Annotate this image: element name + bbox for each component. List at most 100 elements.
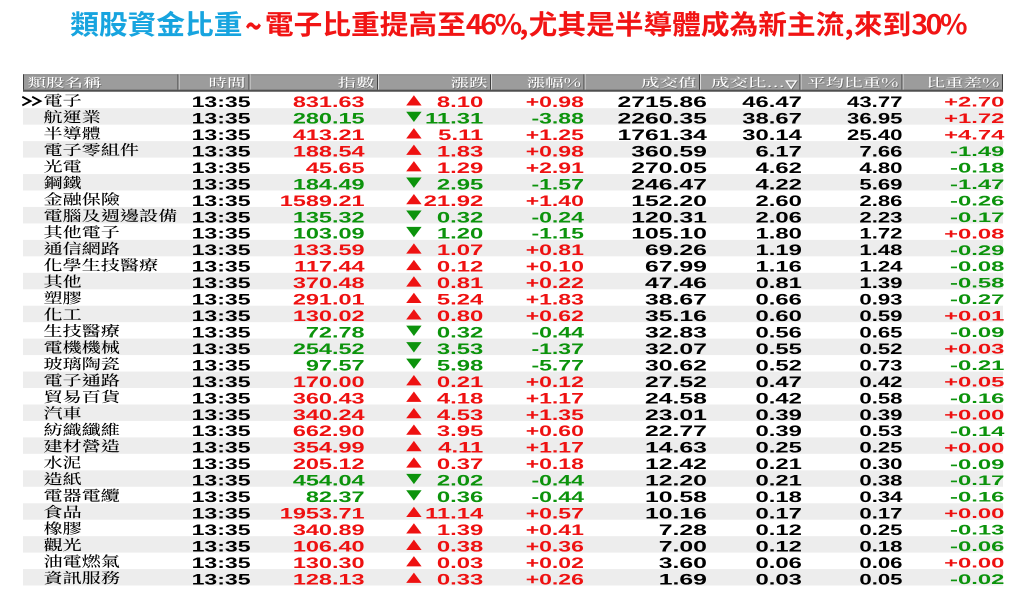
- svg-text:+0.18: +0.18: [526, 456, 584, 473]
- svg-text:35.16: 35.16: [645, 308, 707, 325]
- svg-text:3.60: 3.60: [659, 555, 707, 572]
- svg-text:12.42: 12.42: [645, 456, 707, 473]
- svg-text:-0.44: -0.44: [531, 324, 584, 341]
- svg-text:1.83: 1.83: [437, 143, 483, 160]
- svg-text:+0.00: +0.00: [944, 555, 1005, 571]
- svg-text:0.81: 0.81: [756, 275, 803, 292]
- svg-text:1.16: 1.16: [756, 259, 802, 276]
- svg-text:4.53: 4.53: [437, 407, 483, 424]
- svg-text:0.38: 0.38: [437, 538, 483, 555]
- svg-text:454.04: 454.04: [293, 473, 366, 490]
- svg-text:-0.13: -0.13: [950, 522, 1005, 538]
- svg-text:-0.02: -0.02: [950, 571, 1005, 587]
- svg-text:+1.17: +1.17: [526, 440, 584, 457]
- svg-text:0.60: 0.60: [756, 308, 802, 325]
- svg-text:0.25: 0.25: [756, 440, 803, 457]
- svg-text:13:35: 13:35: [192, 423, 252, 440]
- svg-text:10.58: 10.58: [645, 489, 707, 506]
- svg-text:13:35: 13:35: [192, 440, 252, 457]
- svg-text:+0.62: +0.62: [526, 308, 584, 325]
- svg-text:+0.10: +0.10: [526, 259, 584, 276]
- svg-text:+0.01: +0.01: [944, 308, 1005, 324]
- svg-text:0.17: 0.17: [756, 506, 802, 523]
- svg-text:0.65: 0.65: [859, 324, 903, 341]
- svg-text:4.18: 4.18: [437, 390, 483, 407]
- svg-text:-0.16: -0.16: [950, 489, 1005, 505]
- svg-text:3.53: 3.53: [437, 341, 483, 358]
- svg-text:2260.35: 2260.35: [617, 111, 707, 128]
- svg-text:106.40: 106.40: [293, 538, 365, 555]
- svg-text:+0.03: +0.03: [944, 341, 1005, 357]
- svg-text:+1.35: +1.35: [526, 407, 585, 424]
- svg-text:2.23: 2.23: [859, 209, 902, 226]
- svg-text:340.24: 340.24: [293, 407, 366, 424]
- svg-text:13:35: 13:35: [192, 94, 252, 111]
- svg-text:82.37: 82.37: [306, 489, 365, 506]
- svg-text:0.47: 0.47: [756, 374, 802, 391]
- svg-text:+0.57: +0.57: [526, 506, 584, 523]
- svg-text:-1.47: -1.47: [950, 176, 1005, 192]
- svg-text:340.89: 340.89: [293, 522, 365, 539]
- svg-text:1953.71: 1953.71: [280, 506, 366, 523]
- svg-text:10.16: 10.16: [645, 506, 707, 523]
- svg-text:+0.05: +0.05: [944, 373, 1005, 389]
- svg-text:0.21: 0.21: [756, 456, 803, 473]
- svg-text:13:35: 13:35: [192, 259, 252, 276]
- svg-text:133.59: 133.59: [293, 242, 365, 259]
- svg-text:+2.91: +2.91: [526, 160, 585, 177]
- svg-text:4.22: 4.22: [756, 176, 802, 193]
- svg-text:22.77: 22.77: [645, 423, 707, 440]
- svg-text:13:35: 13:35: [192, 390, 252, 407]
- svg-text:-0.18: -0.18: [950, 159, 1005, 175]
- svg-text:-0.44: -0.44: [531, 473, 584, 490]
- svg-text:2.95: 2.95: [437, 176, 484, 193]
- svg-text:11.14: 11.14: [425, 506, 484, 523]
- svg-text:67.99: 67.99: [645, 259, 707, 276]
- svg-text:0.06: 0.06: [859, 555, 902, 572]
- svg-text:0.52: 0.52: [756, 357, 802, 374]
- svg-text:270.05: 270.05: [631, 160, 708, 177]
- svg-text:662.90: 662.90: [293, 423, 365, 440]
- svg-text:5.24: 5.24: [437, 292, 484, 309]
- svg-text:170.00: 170.00: [293, 374, 365, 391]
- svg-text:8.10: 8.10: [437, 94, 483, 111]
- svg-text:103.09: 103.09: [293, 226, 365, 243]
- svg-text:13:35: 13:35: [192, 374, 252, 391]
- svg-text:130.30: 130.30: [293, 555, 365, 572]
- svg-text:-0.09: -0.09: [950, 456, 1005, 472]
- svg-text:291.01: 291.01: [293, 292, 366, 309]
- svg-text:120.31: 120.31: [631, 209, 708, 226]
- svg-text:+0.00: +0.00: [944, 505, 1005, 521]
- svg-text:2.60: 2.60: [756, 193, 802, 210]
- svg-text:0.32: 0.32: [437, 324, 483, 341]
- svg-text:128.13: 128.13: [293, 571, 365, 588]
- svg-text:1.39: 1.39: [437, 522, 483, 539]
- svg-text:+0.00: +0.00: [944, 406, 1005, 422]
- svg-text:0.21: 0.21: [756, 473, 803, 490]
- svg-text:0.39: 0.39: [756, 423, 802, 440]
- svg-text:2.02: 2.02: [437, 473, 483, 490]
- svg-text:-0.14: -0.14: [950, 423, 1005, 439]
- svg-text:-0.29: -0.29: [950, 242, 1005, 258]
- svg-text:130.02: 130.02: [293, 308, 365, 325]
- svg-text:1.20: 1.20: [437, 226, 483, 243]
- svg-text:0.36: 0.36: [437, 489, 483, 506]
- svg-text:0.53: 0.53: [859, 423, 902, 440]
- svg-text:-0.27: -0.27: [950, 291, 1005, 307]
- svg-text:-1.57: -1.57: [531, 176, 583, 193]
- svg-text:0.37: 0.37: [437, 456, 483, 473]
- svg-text:13:35: 13:35: [192, 176, 252, 193]
- svg-text:0.56: 0.56: [756, 324, 802, 341]
- svg-text:0.03: 0.03: [437, 555, 483, 572]
- svg-text:-1.37: -1.37: [531, 341, 583, 358]
- svg-text:13:35: 13:35: [192, 242, 252, 259]
- svg-text:69.26: 69.26: [645, 242, 707, 259]
- svg-text:1.19: 1.19: [756, 242, 802, 259]
- svg-text:280.15: 280.15: [293, 111, 366, 128]
- svg-text:47.46: 47.46: [645, 275, 707, 292]
- svg-text:0.38: 0.38: [859, 473, 902, 490]
- svg-text:+0.26: +0.26: [526, 571, 584, 588]
- svg-text:0.17: 0.17: [859, 506, 902, 523]
- svg-text:0.39: 0.39: [756, 407, 802, 424]
- svg-text:13:35: 13:35: [192, 275, 252, 292]
